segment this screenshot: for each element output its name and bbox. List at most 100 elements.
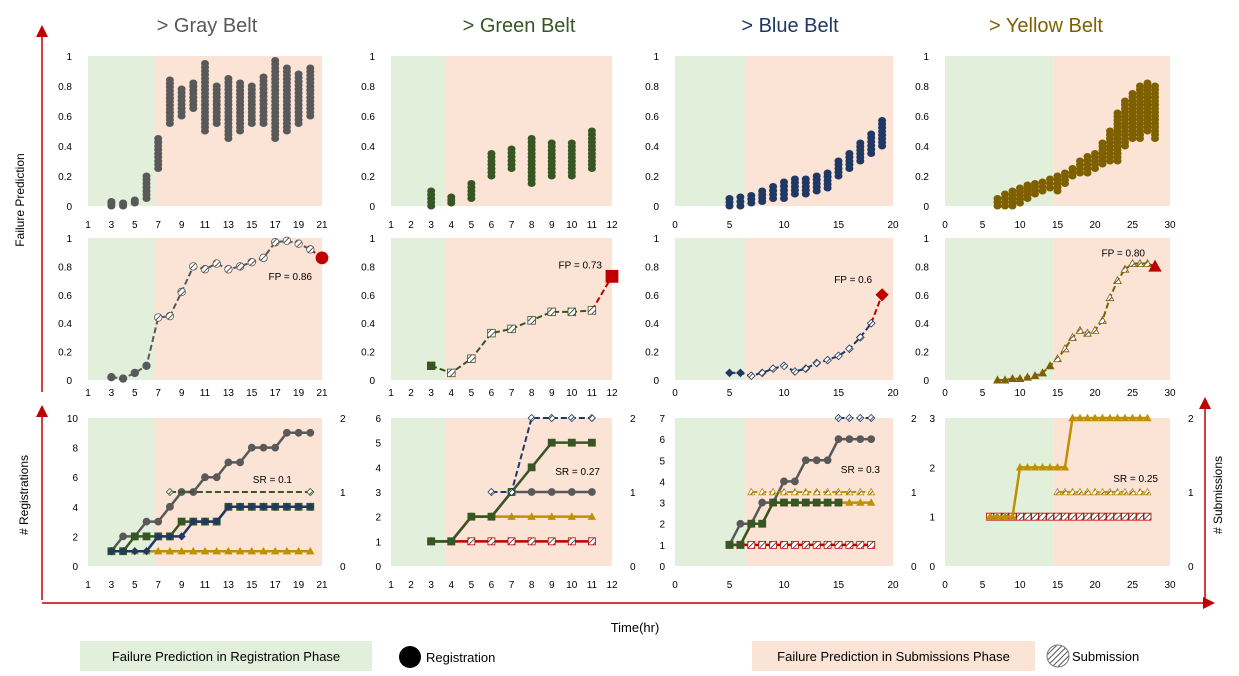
x-tick-label: 12 — [606, 580, 618, 591]
x-tick-label: 10 — [566, 220, 578, 231]
fp-point — [282, 236, 292, 246]
x-tick-label: 17 — [270, 580, 282, 591]
y-tick-label-left: 0 — [659, 562, 665, 573]
count-gray-series-point — [801, 456, 810, 465]
count-red-series-point — [845, 540, 854, 549]
count-yellow-series-point — [294, 546, 303, 555]
sr-label: SR = 0.27 — [555, 467, 600, 478]
submission-point — [1068, 487, 1077, 496]
y-tick-label: 1 — [653, 52, 659, 63]
scatter-point — [1001, 190, 1009, 198]
y-tick-label: 0.6 — [915, 112, 929, 123]
fp-point — [507, 324, 516, 334]
count-yellow-series-point — [259, 546, 268, 555]
count-green-series-point — [487, 512, 496, 521]
sr-label: SR = 0.3 — [841, 465, 881, 476]
x-tick-label: 6 — [489, 580, 495, 591]
count-red-series-point — [1016, 512, 1024, 521]
y-tick-label-right: 1 — [340, 488, 346, 499]
count-yellow-series-point — [165, 546, 175, 555]
fp-point — [801, 364, 811, 374]
x-tick-label: 5 — [469, 388, 475, 399]
x-tick-label: 20 — [887, 580, 899, 591]
count-gray-series-point — [527, 488, 536, 496]
sr-label: SR = 0.1 — [253, 475, 293, 486]
x-tick-label: 2 — [408, 220, 414, 231]
x-tick-label: 19 — [293, 220, 305, 231]
count-blue-series-point — [259, 502, 268, 511]
scatter-point — [107, 198, 116, 205]
x-tick-label: 9 — [179, 580, 185, 591]
fp-point — [306, 245, 315, 254]
scatter-point — [1106, 127, 1114, 135]
y-tick-label-right: 1 — [630, 488, 636, 499]
x-tick-label: 15 — [833, 220, 845, 231]
count-yellow-series-point — [1098, 413, 1107, 422]
fp-point — [426, 361, 436, 370]
count-gray-series-point — [165, 502, 174, 511]
x-tick-label: 0 — [672, 220, 678, 231]
y-tick-label-right: 2 — [911, 414, 917, 425]
scatter-point — [747, 192, 756, 199]
count-gray-series-point — [236, 458, 245, 467]
fp-point — [1068, 332, 1077, 341]
y-tick-label: 1 — [369, 52, 375, 63]
registration-phase-area — [391, 418, 446, 566]
x-tick-label: 13 — [223, 580, 235, 591]
fp-point — [1090, 325, 1100, 334]
y-tick-label: 0 — [653, 202, 659, 213]
x-tick-label: 8 — [529, 388, 535, 399]
y-label-registrations: # Registrations — [17, 455, 31, 535]
submission-point — [1098, 487, 1107, 496]
count-green-series-point — [758, 519, 767, 528]
count-red-series-point — [1106, 512, 1114, 521]
fp-point — [866, 318, 876, 328]
fp-point — [235, 262, 245, 271]
scatter-point — [1061, 169, 1069, 177]
submission-point — [1105, 487, 1115, 496]
count-yellow-series-point — [527, 512, 536, 520]
y-tick-label-left: 2 — [72, 532, 78, 543]
scatter-point — [189, 79, 198, 87]
count-red-series-point — [1083, 512, 1092, 521]
count-yellow-series-point — [282, 546, 292, 555]
count-gray-series-point — [780, 477, 788, 486]
scatter-point — [1046, 175, 1054, 183]
y-tick-label-left: 3 — [375, 488, 381, 499]
x-tick-label: 8 — [529, 220, 535, 231]
y-tick-label-left: 6 — [659, 435, 665, 446]
x-tick-label: 1 — [85, 220, 91, 231]
y-tick-label: 0.4 — [58, 319, 72, 330]
submission-point — [306, 487, 315, 497]
x-tick-label: 21 — [316, 580, 328, 591]
fp-point — [1098, 315, 1107, 324]
submission-point — [1135, 487, 1145, 496]
submission-point — [758, 487, 767, 496]
fp-point — [447, 368, 456, 378]
x-tick-label: 5 — [727, 220, 733, 231]
count-red-series-point — [1076, 512, 1084, 521]
count-red-series-point — [467, 537, 476, 546]
scatter-point — [154, 135, 163, 142]
y-tick-label: 0.8 — [645, 82, 659, 93]
count-red-series-point — [812, 540, 821, 549]
x-tick-label: 11 — [587, 220, 598, 231]
x-tick-label: 10 — [1014, 220, 1026, 231]
count-green-series-point — [177, 517, 186, 526]
scatter-point — [177, 85, 186, 93]
x-tick-label: 15 — [833, 580, 845, 591]
submission-point — [1083, 487, 1092, 496]
fp-point — [177, 287, 186, 297]
fp-final-label: FP = 0.80 — [1102, 248, 1146, 259]
count-gray-series-point — [154, 517, 163, 526]
scatter-point — [878, 117, 887, 124]
scatter-point — [1136, 82, 1144, 90]
y-tick-label: 0.6 — [58, 112, 72, 123]
count-yellow-series-point — [547, 512, 556, 520]
scatter-point — [247, 82, 256, 90]
registration-phase-area — [88, 418, 155, 566]
count-green-series-point — [142, 532, 151, 541]
scatter-point — [725, 195, 734, 202]
